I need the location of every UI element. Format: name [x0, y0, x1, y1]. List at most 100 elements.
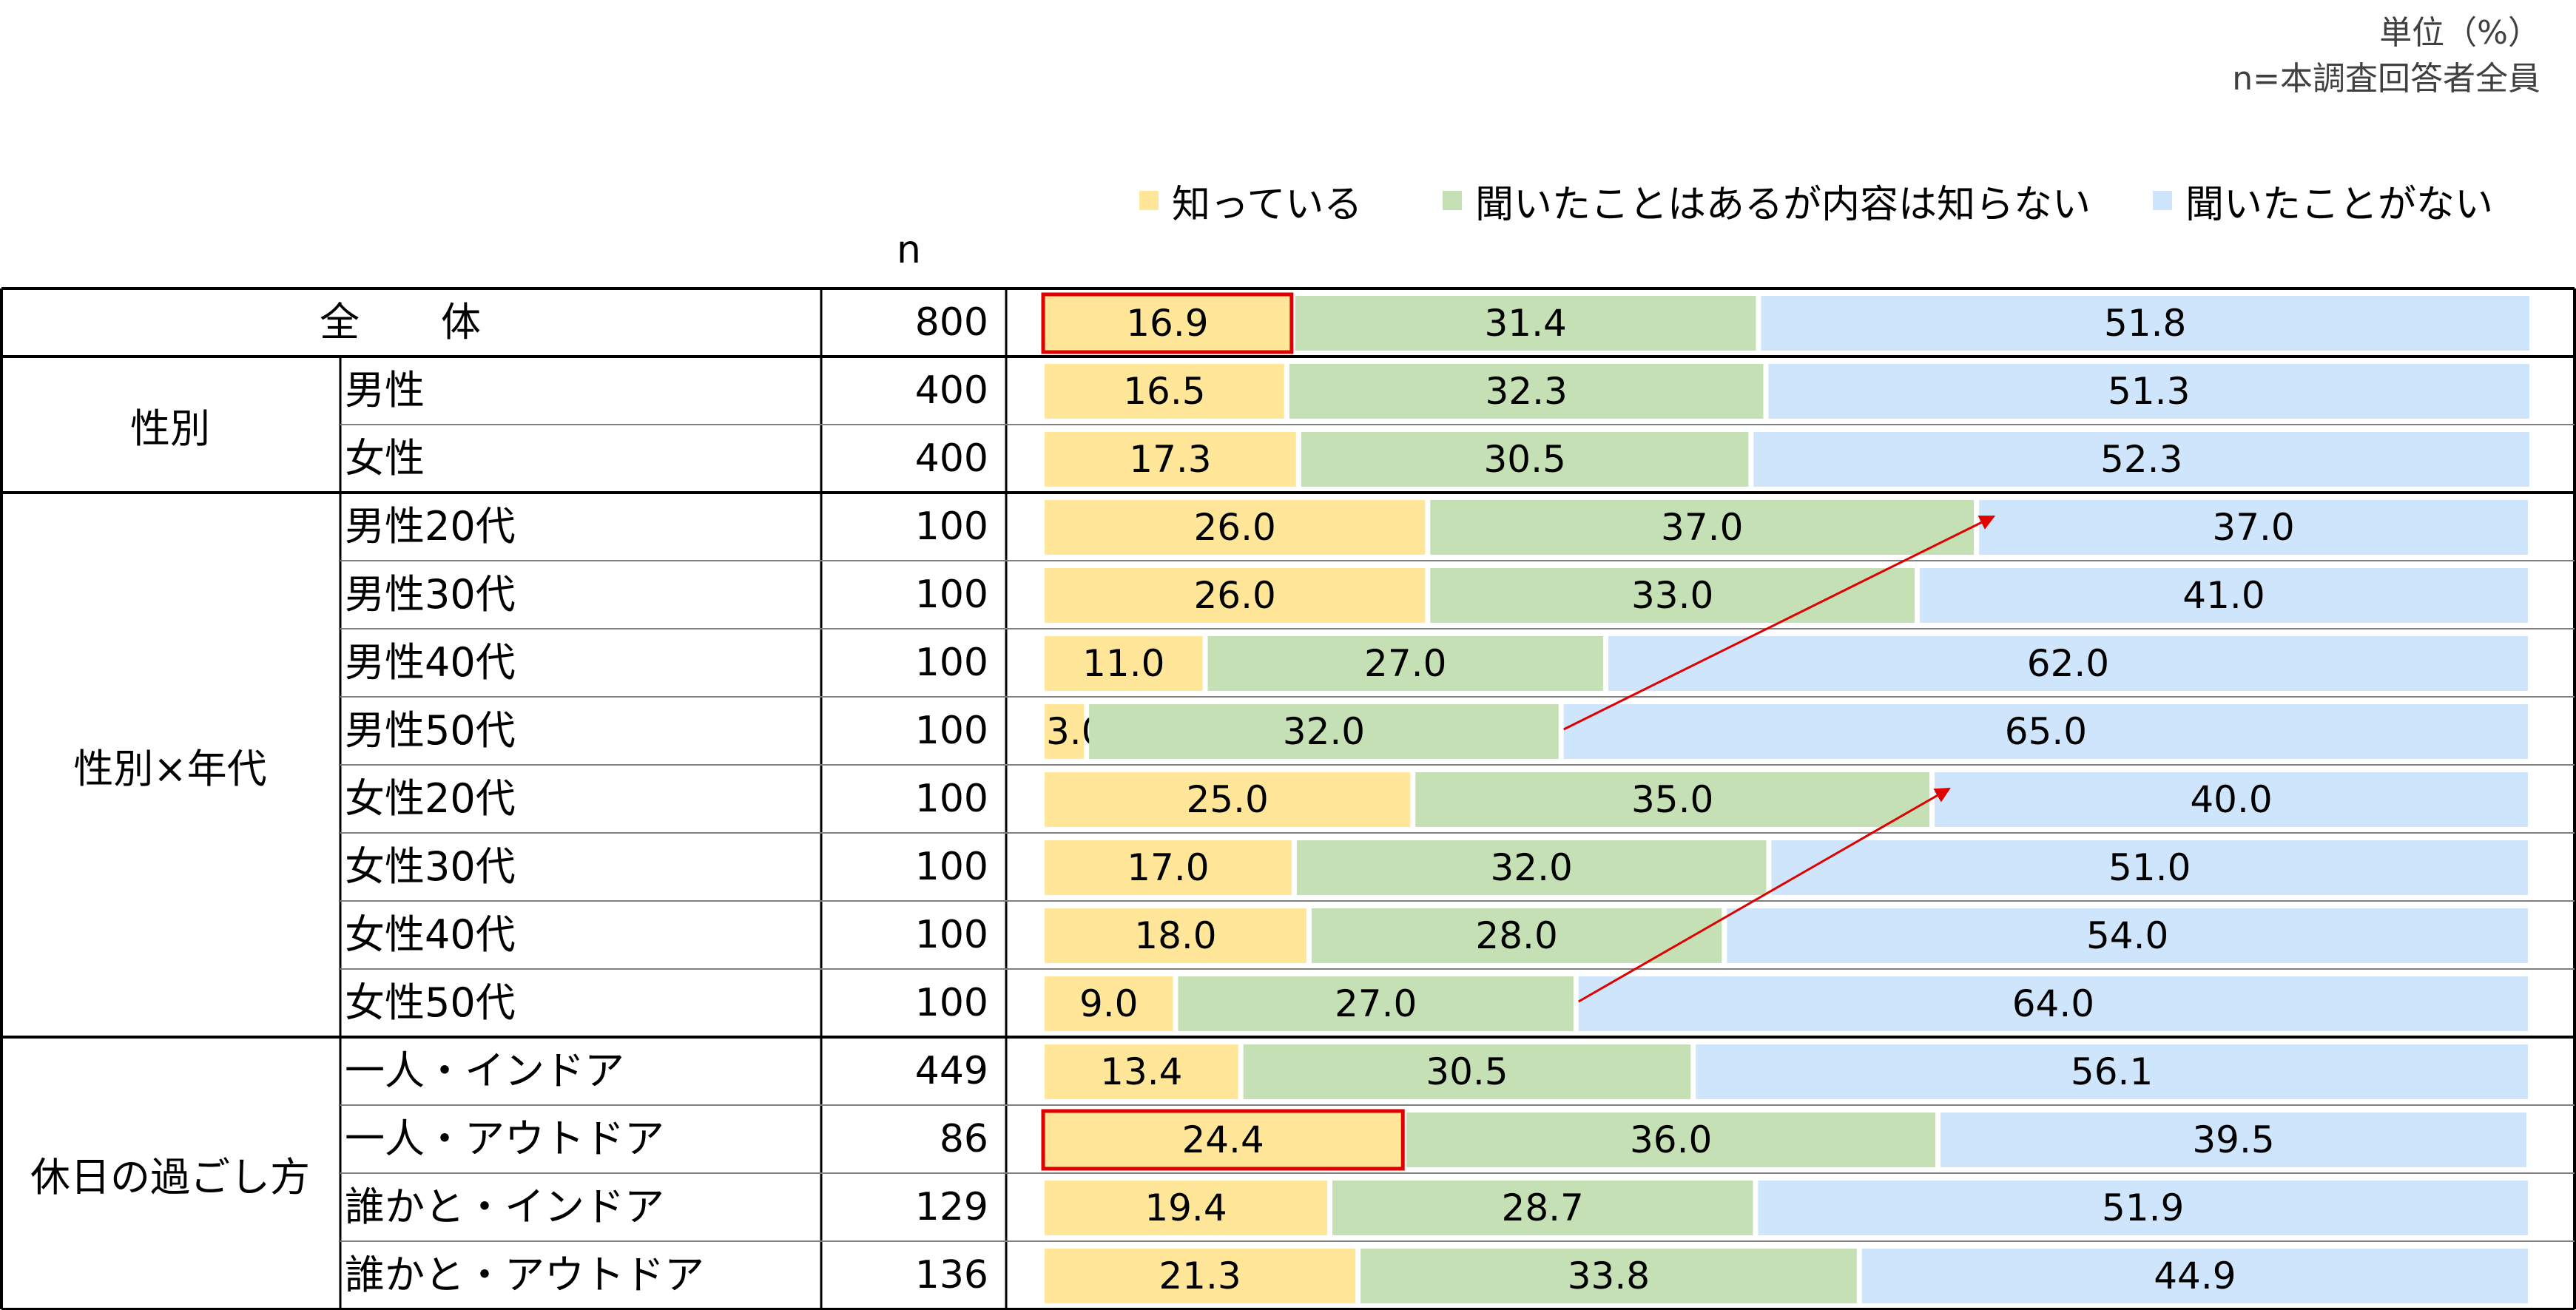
row-label: 誰かと・アウトドア: [345, 1252, 704, 1298]
row-label: 男性40代: [345, 639, 516, 686]
bar-segment: [1563, 704, 2528, 759]
bar-segment: [1295, 296, 1756, 351]
bar-segment: [1045, 1044, 1238, 1099]
legend-label-heard: 聞いたことはあるが内容は知らない: [1475, 182, 2091, 227]
bar-value-label: 54.0: [2086, 914, 2168, 957]
row-n-value: 100: [914, 573, 988, 617]
bar-value-label: 41.0: [2182, 574, 2265, 617]
bar-segment: [1758, 1181, 2528, 1235]
group-label: 性別×年代: [73, 745, 267, 792]
bar-value-label: 39.5: [2192, 1118, 2274, 1161]
bar-segment: [1045, 636, 1203, 691]
bar-segment: [1045, 772, 1411, 827]
bar-value-label: 35.0: [1631, 778, 1713, 821]
row-n-value: 800: [914, 300, 988, 345]
legend-item-never: 聞いたことがない: [2153, 175, 2494, 227]
bar-value-label: 51.0: [2108, 846, 2191, 889]
n-column-header: n: [897, 228, 921, 272]
bar-segment: [1761, 296, 2530, 351]
bar-value-label: 13.4: [1100, 1050, 1182, 1093]
bar-segment: [1415, 772, 1929, 827]
bar-value-label: 51.3: [2108, 370, 2190, 413]
bar-segment: [1578, 976, 2528, 1031]
bar-segment: [1771, 840, 2528, 895]
bar-segment: [1332, 1181, 1753, 1235]
bar-value-label: 18.0: [1134, 914, 1216, 957]
bar-value-label: 30.5: [1426, 1050, 1508, 1093]
bar-value-label: 26.0: [1193, 506, 1275, 549]
bar-value-label: 17.0: [1127, 846, 1209, 889]
row-n-value: 136: [914, 1253, 988, 1297]
bar-segment: [1045, 1113, 1402, 1167]
row-n-value: 400: [914, 368, 988, 413]
legend-swatch-never: [2153, 191, 2172, 210]
bar-value-label: 30.5: [1483, 438, 1565, 481]
row-n-value: 100: [914, 504, 988, 549]
bar-value-label: 52.3: [2100, 438, 2182, 481]
bar-segment: [1243, 1044, 1691, 1099]
bar-value-label: 17.3: [1129, 438, 1211, 481]
bar-segment: [1430, 500, 1975, 555]
row-n-value: 100: [914, 913, 988, 957]
legend-swatch-heard: [1443, 191, 1462, 210]
bar-value-label: 11.0: [1082, 642, 1164, 685]
unit-label: 単位（%）: [2379, 14, 2540, 52]
row-label: 男性: [345, 367, 425, 413]
bar-value-label: 40.0: [2190, 778, 2272, 821]
bar-segment: [1979, 500, 2528, 555]
bar-value-label: 32.0: [1283, 710, 1365, 753]
row-label: 女性: [345, 435, 425, 482]
highlight-box: [1041, 292, 1294, 354]
row-n-value: 129: [914, 1185, 988, 1229]
annotation-arrow: [1578, 787, 1951, 1003]
bar-segment: [1045, 296, 1290, 351]
bar-value-label: 36.0: [1630, 1118, 1712, 1161]
bar-segment: [1861, 1249, 2528, 1303]
bar-value-label: 26.0: [1193, 574, 1275, 617]
bar-segment: [1045, 908, 1306, 963]
row-label: 男性50代: [345, 707, 516, 754]
bar-segment: [1311, 908, 1722, 963]
bar-value-label: 51.8: [2104, 302, 2186, 345]
bar-value-label: 32.0: [1490, 846, 1572, 889]
bar-segment: [1045, 704, 1085, 759]
row-label: 女性20代: [345, 775, 516, 822]
row-label: 一人・アウトドア: [345, 1115, 664, 1162]
legend-label-never: 聞いたことがない: [2185, 182, 2494, 227]
bar-value-label: 56.1: [2071, 1050, 2153, 1093]
row-n-value: 100: [914, 981, 988, 1025]
bar-value-label: 44.9: [2154, 1255, 2236, 1297]
row-label: 男性30代: [345, 571, 516, 618]
legend-item-heard: 聞いたことはあるが内容は知らない: [1443, 175, 2091, 227]
group-label: 性別: [130, 405, 210, 452]
annotation-arrow: [1563, 515, 1996, 731]
bar-segment: [1301, 432, 1749, 487]
bar-value-label: 19.4: [1144, 1186, 1227, 1229]
bar-value-label: 37.0: [1661, 506, 1743, 549]
bar-value-label: 31.4: [1484, 302, 1566, 345]
legend-item-know: 知っている: [1139, 175, 1363, 227]
bar-segment: [1178, 976, 1574, 1031]
bar-value-label: 51.9: [2102, 1186, 2184, 1229]
bar-value-label: 62.0: [2027, 642, 2109, 685]
highlight-box: [1041, 1109, 1405, 1171]
bar-segment: [1045, 1181, 1327, 1235]
bar-value-label: 25.0: [1186, 778, 1268, 821]
row-n-value: 100: [914, 777, 988, 821]
group-label: 休日の過ごし方: [30, 1153, 310, 1201]
bar-value-label: 24.4: [1181, 1118, 1264, 1161]
legend-label-know: 知っている: [1172, 182, 1363, 227]
bar-segment: [1361, 1249, 1857, 1303]
row-n-value: 100: [914, 641, 988, 685]
row-label: 女性50代: [345, 979, 516, 1026]
bar-segment: [1289, 364, 1764, 419]
bar-value-label: 37.0: [2212, 506, 2294, 549]
row-label: 一人・インドア: [345, 1047, 624, 1094]
row-n-value: 86: [939, 1117, 988, 1161]
bar-segment: [1045, 840, 1292, 895]
bar-value-label: 33.0: [1631, 574, 1713, 617]
row-label: 男性20代: [345, 503, 516, 550]
bar-value-label: 21.3: [1159, 1255, 1241, 1297]
bar-segment: [1406, 1113, 1936, 1167]
